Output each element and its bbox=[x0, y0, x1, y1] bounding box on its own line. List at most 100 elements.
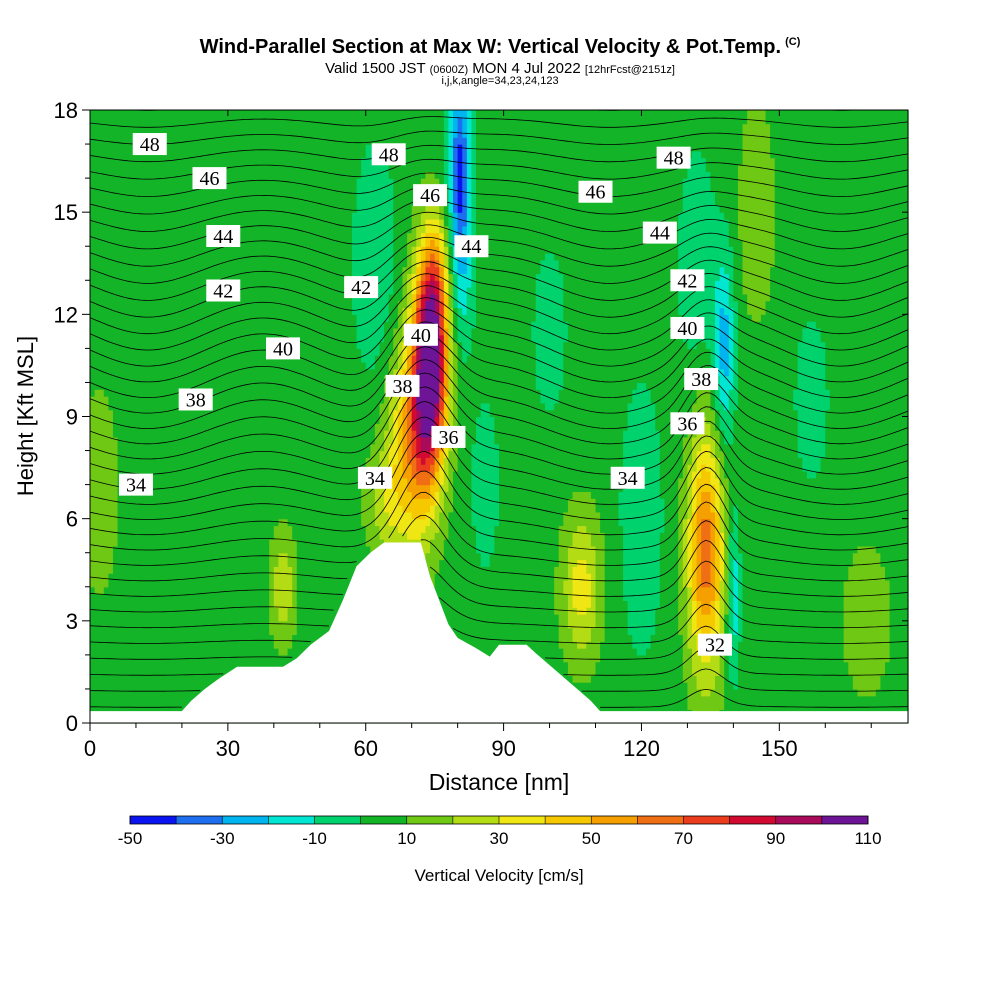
velocity-cell bbox=[241, 505, 247, 513]
velocity-cell bbox=[232, 464, 238, 472]
velocity-cell bbox=[324, 266, 330, 275]
velocity-cell bbox=[126, 586, 132, 595]
velocity-cell bbox=[135, 600, 142, 608]
velocity-cell bbox=[269, 654, 275, 663]
velocity-cell bbox=[283, 443, 289, 452]
velocity-cell bbox=[112, 668, 119, 676]
velocity-cell bbox=[168, 402, 174, 411]
velocity-cell bbox=[112, 491, 119, 499]
velocity-cell bbox=[333, 123, 339, 132]
velocity-cell bbox=[241, 137, 247, 145]
velocity-cell bbox=[218, 355, 224, 363]
velocity-cell bbox=[209, 137, 215, 145]
velocity-cell bbox=[200, 661, 206, 670]
velocity-cell bbox=[195, 137, 201, 145]
velocity-cell bbox=[319, 130, 325, 138]
velocity-cell bbox=[172, 171, 178, 179]
velocity-cell bbox=[117, 702, 123, 710]
velocity-cell bbox=[278, 184, 284, 193]
velocity-cell bbox=[209, 436, 215, 445]
velocity-cell bbox=[99, 355, 105, 363]
velocity-cell bbox=[301, 573, 307, 581]
velocity-cell bbox=[223, 614, 229, 622]
velocity-cell bbox=[122, 552, 128, 561]
velocity-cell bbox=[227, 430, 234, 438]
velocity-cell bbox=[250, 450, 257, 458]
velocity-cell bbox=[209, 307, 215, 315]
velocity-cell bbox=[172, 695, 178, 704]
velocity-cell bbox=[315, 620, 321, 629]
velocity-cell bbox=[260, 293, 266, 302]
velocity-cell bbox=[255, 409, 261, 418]
velocity-cell bbox=[250, 402, 257, 411]
velocity-cell bbox=[319, 389, 325, 397]
velocity-cell bbox=[112, 321, 119, 329]
velocity-cell bbox=[135, 532, 142, 540]
velocity-cell bbox=[319, 607, 325, 615]
velocity-cell bbox=[94, 573, 100, 581]
velocity-cell bbox=[108, 457, 114, 465]
velocity-cell bbox=[94, 259, 100, 268]
velocity-cell bbox=[255, 266, 261, 275]
velocity-cell bbox=[108, 348, 114, 356]
velocity-cell bbox=[204, 532, 211, 540]
velocity-cell bbox=[237, 341, 243, 349]
velocity-cell bbox=[99, 287, 105, 295]
velocity-cell bbox=[324, 232, 330, 241]
velocity-cell bbox=[158, 695, 165, 704]
velocity-cell bbox=[99, 661, 105, 670]
velocity-cell bbox=[149, 586, 155, 595]
velocity-cell bbox=[292, 430, 298, 438]
velocity-cell bbox=[163, 218, 169, 227]
velocity-cell bbox=[287, 116, 293, 125]
velocity-cell bbox=[241, 484, 247, 493]
velocity-cell bbox=[315, 327, 321, 336]
velocity-cell bbox=[209, 157, 215, 166]
velocity-cell bbox=[140, 668, 146, 676]
velocity-cell bbox=[131, 178, 137, 186]
velocity-cell bbox=[108, 375, 114, 384]
velocity-cell bbox=[209, 246, 215, 254]
velocity-cell bbox=[227, 477, 234, 486]
velocity-cell bbox=[181, 368, 188, 377]
velocity-cell bbox=[287, 525, 293, 533]
velocity-cell bbox=[273, 239, 280, 247]
velocity-cell bbox=[195, 470, 201, 479]
velocity-cell bbox=[319, 409, 325, 418]
velocity-cell bbox=[163, 518, 169, 527]
velocity-cell bbox=[333, 280, 339, 288]
velocity-cell bbox=[191, 280, 197, 288]
velocity-cell bbox=[328, 225, 335, 234]
velocity-cell bbox=[191, 457, 197, 465]
velocity-cell bbox=[292, 600, 298, 608]
velocity-cell bbox=[241, 150, 247, 159]
velocity-cell bbox=[168, 389, 174, 397]
velocity-cell bbox=[250, 614, 257, 622]
velocity-cell bbox=[315, 614, 321, 622]
velocity-cell bbox=[172, 702, 178, 710]
velocity-cell bbox=[232, 552, 238, 561]
velocity-cell bbox=[112, 566, 119, 574]
velocity-cell bbox=[301, 253, 307, 261]
velocity-cell bbox=[287, 300, 293, 309]
velocity-cell bbox=[227, 607, 234, 615]
velocity-cell bbox=[246, 300, 252, 309]
velocity-cell bbox=[186, 144, 192, 152]
velocity-cell bbox=[246, 457, 252, 465]
velocity-cell bbox=[135, 389, 142, 397]
velocity-cell bbox=[90, 389, 96, 397]
velocity-cell bbox=[108, 321, 114, 329]
velocity-cell bbox=[204, 123, 211, 132]
velocity-cell bbox=[122, 423, 128, 431]
velocity-cell bbox=[186, 668, 192, 676]
velocity-cell bbox=[103, 110, 109, 118]
velocity-cell bbox=[292, 539, 298, 547]
velocity-cell bbox=[319, 436, 325, 445]
velocity-cell bbox=[232, 634, 238, 642]
velocity-cell bbox=[195, 355, 201, 363]
velocity-cell bbox=[140, 184, 146, 193]
velocity-cell bbox=[135, 559, 142, 567]
velocity-cell bbox=[250, 212, 257, 220]
velocity-cell bbox=[158, 505, 165, 513]
velocity-cell bbox=[94, 545, 100, 554]
